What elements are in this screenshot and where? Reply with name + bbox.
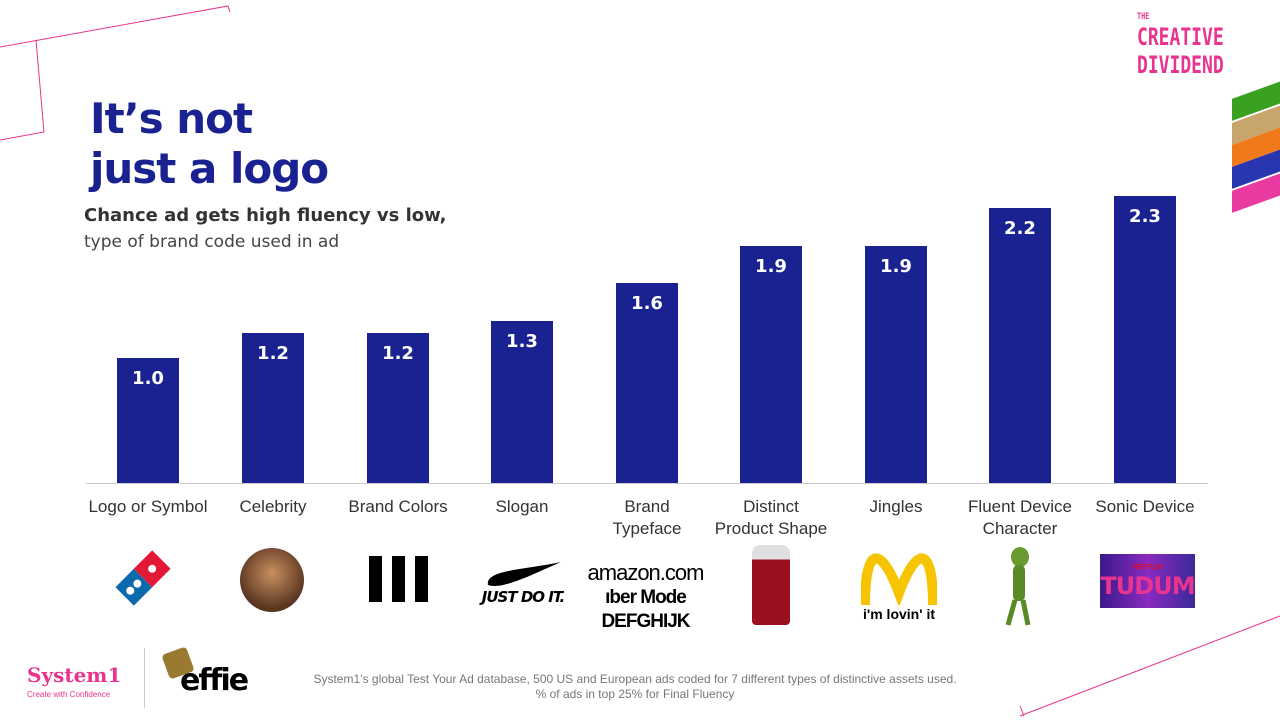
ocean-spray-bottle: [752, 545, 790, 625]
bar-5: [740, 245, 802, 483]
category-label-line: Distinct: [743, 497, 799, 516]
category-label: Distinct Product Shape: [711, 496, 831, 540]
data-label: 1.6: [631, 293, 663, 314]
category-label: Brand Typeface: [587, 496, 707, 540]
typeface-logos: amazon.com ıber Mode DEFGHIJK: [587, 559, 705, 632]
category-label: Brand Colors: [338, 496, 458, 518]
data-label: 1.0: [132, 368, 164, 389]
data-label: 2.2: [1004, 218, 1036, 239]
category-label-line: Sonic Device: [1095, 497, 1195, 516]
x-axis: [86, 483, 1208, 484]
bar-8: [1114, 195, 1176, 483]
category-label-line: Slogan: [495, 497, 549, 516]
bar-0: [117, 358, 179, 483]
adidas-stripes-logo: [364, 556, 432, 602]
creative-dividend-logo: THE CREATIVE DIVIDEND: [1137, 12, 1224, 79]
category-label: Slogan: [462, 496, 582, 518]
category-label-line: Character: [982, 519, 1058, 538]
mcdonalds-logo: i'm lovin' it: [854, 542, 944, 626]
category-label-line: Brand: [624, 497, 670, 516]
category-label-line: Brand Colors: [348, 497, 448, 516]
geico-gecko: [998, 545, 1038, 627]
data-label: 1.2: [382, 343, 414, 364]
dominos-logo: [108, 543, 178, 613]
page-title: It’s not just a logo: [90, 94, 329, 193]
data-label: 1.3: [506, 330, 538, 352]
category-label: Logo or Symbol: [88, 496, 208, 518]
category-label: Jingles: [836, 496, 956, 518]
category-label-line: Celebrity: [239, 497, 307, 516]
category-label-line: Typeface: [612, 519, 682, 538]
category-label: Celebrity: [213, 496, 333, 518]
celebrity-photo: [240, 548, 304, 612]
bar-3: [491, 320, 553, 483]
system1-tagline: Create with Confidence: [27, 690, 111, 699]
footnote: System1’s global Test Your Ad database, …: [313, 672, 957, 701]
data-label: 1.9: [880, 255, 912, 277]
effie-logo: effie: [180, 663, 249, 698]
footer-divider: [144, 648, 145, 708]
category-label-line: Fluent Device: [968, 497, 1072, 516]
data-label: 1.2: [257, 343, 289, 364]
bar-7: [989, 208, 1051, 483]
category-label: Fluent Device Character: [960, 496, 1080, 540]
netflix-tudum-logo: NETFLIX TUDUM: [1100, 554, 1196, 608]
bar-2: [367, 333, 429, 483]
category-label-line: Logo or Symbol: [88, 497, 208, 516]
chart-subtitle-bold: Chance ad gets high fluency vs low,: [84, 205, 447, 226]
system1-logo: System1: [27, 663, 122, 687]
data-label: 1.9: [755, 255, 787, 277]
data-label: 2.3: [1129, 205, 1161, 227]
category-label-line: Product Shape: [714, 519, 828, 538]
category-label: Sonic Device: [1085, 496, 1205, 518]
bar-1: [242, 333, 304, 483]
bar-4: [616, 283, 678, 483]
nike-logo: JUST DO IT.: [478, 555, 568, 610]
category-label-line: Jingles: [869, 497, 923, 516]
chart-subtitle: type of brand code used in ad: [84, 232, 340, 252]
bar-6: [865, 245, 927, 483]
